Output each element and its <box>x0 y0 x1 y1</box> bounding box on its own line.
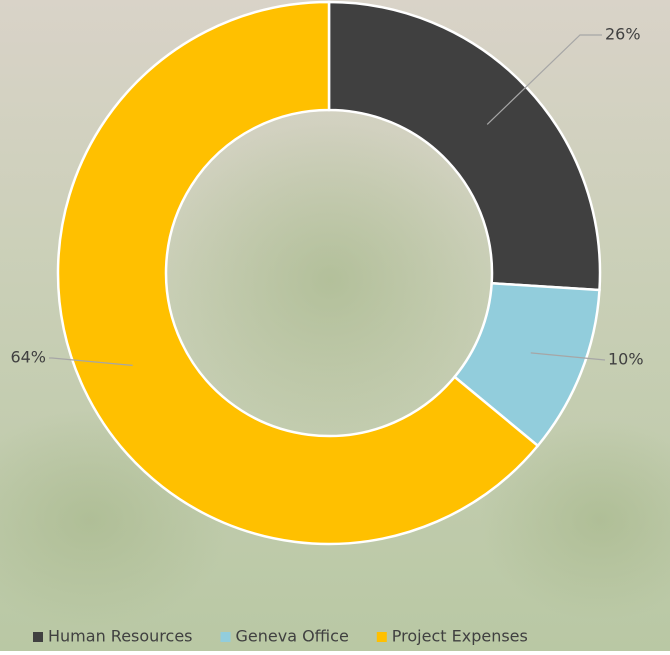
leader-line <box>486 34 602 125</box>
data-label: 64% <box>10 348 46 367</box>
legend-label: Geneva Office <box>236 627 349 646</box>
leader-line <box>49 357 133 366</box>
legend-label: Human Resources <box>48 627 193 646</box>
leader-line <box>530 352 606 361</box>
data-label: 10% <box>608 350 644 369</box>
legend-swatch <box>33 632 43 642</box>
legend-swatch <box>220 632 231 642</box>
legend: Human Resources Geneva Office Project Expe… <box>33 627 528 646</box>
background-texture <box>480 420 670 620</box>
background-texture <box>160 120 500 440</box>
donut: 26% 10% 64% <box>10 0 644 546</box>
data-label: 26% <box>605 25 641 44</box>
slice <box>56 0 540 546</box>
legend-label: Project Expenses <box>392 627 528 646</box>
legend-swatch <box>376 632 387 642</box>
slice <box>327 0 602 292</box>
